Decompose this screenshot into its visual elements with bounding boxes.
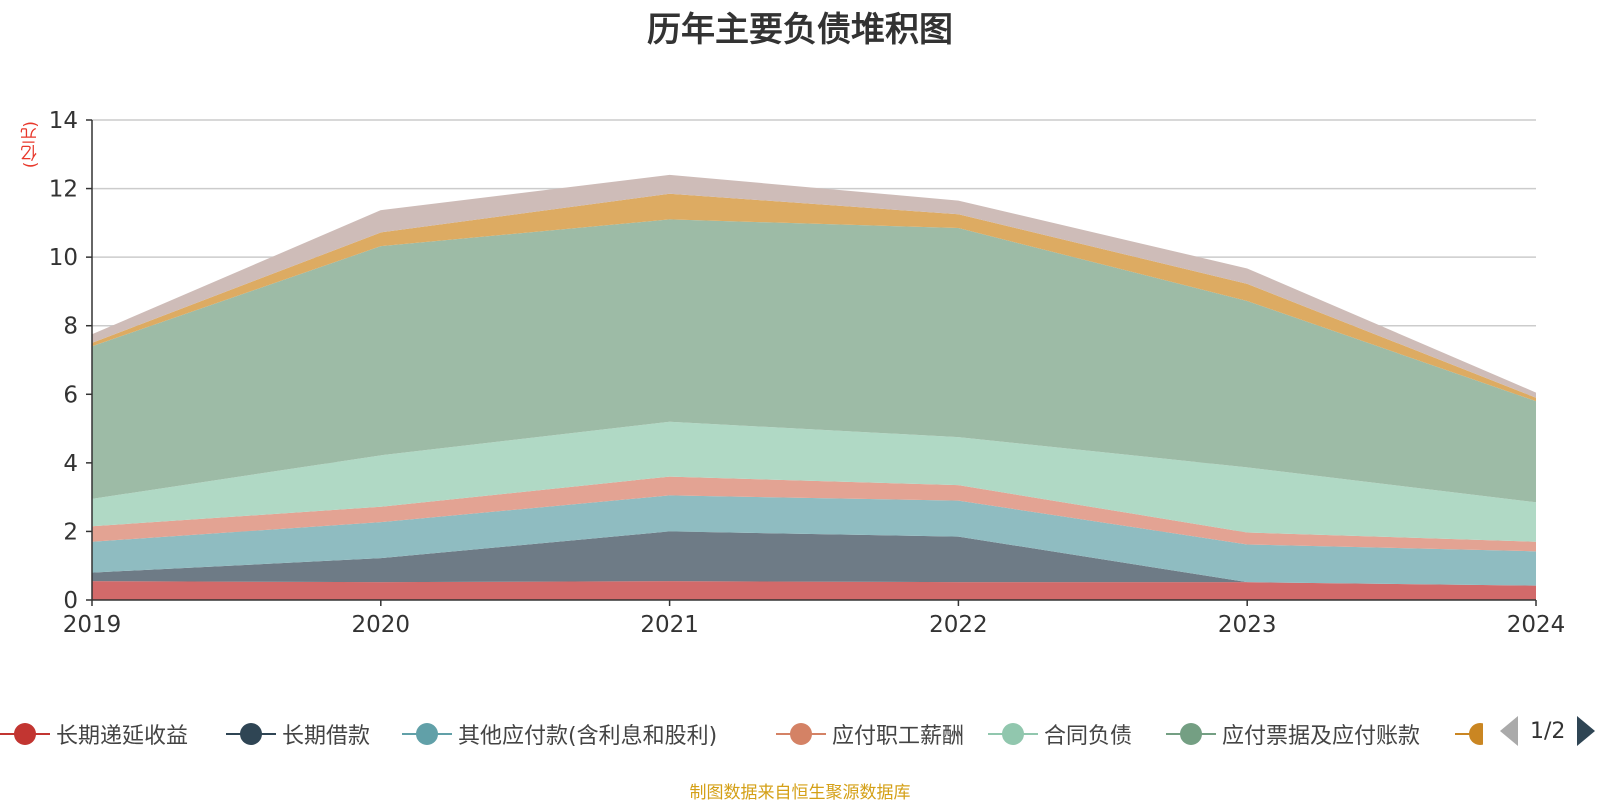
legend: 长期递延收益 长期借款 其他应付款(含利息和股利) 应付职工薪酬 合同负债 应付票据及应付… bbox=[0, 714, 1600, 754]
y-tick-label: 8 bbox=[63, 314, 78, 340]
legend-marker-icon bbox=[1166, 723, 1216, 745]
chart-title: 历年主要负债堆积图 bbox=[647, 10, 953, 50]
axes: 0 2 4 6 8 10 12 14 2019 2020 2021 2022 2023 2024 bbox=[49, 108, 1566, 638]
legend-label: 应付票据及应付账款 bbox=[1222, 724, 1421, 749]
legend-item[interactable] bbox=[1455, 714, 1483, 754]
legend-marker-icon bbox=[226, 723, 276, 745]
y-tick-label: 0 bbox=[63, 588, 78, 614]
legend-marker-icon bbox=[402, 723, 452, 745]
x-tick-label: 2024 bbox=[1507, 612, 1566, 638]
legend-label: 其他应付款(含利息和股利) bbox=[458, 724, 718, 749]
legend-item[interactable]: 长期借款 bbox=[226, 714, 370, 754]
legend-next-page-icon[interactable] bbox=[1577, 716, 1596, 746]
legend-marker-icon bbox=[988, 723, 1038, 745]
area-series-6 bbox=[92, 219, 1536, 503]
legend-label: 长期递延收益 bbox=[56, 724, 189, 749]
x-tick-label: 2020 bbox=[352, 612, 411, 638]
x-tick-label: 2021 bbox=[640, 612, 699, 638]
legend-item[interactable]: 其他应付款(含利息和股利) bbox=[402, 714, 717, 754]
area-series-5 bbox=[92, 421, 1536, 542]
area-series-7 bbox=[92, 193, 1536, 402]
legend-item[interactable]: 应付票据及应付账款 bbox=[1166, 714, 1420, 754]
legend-label: 应付职工薪酬 bbox=[832, 724, 965, 749]
legend-pager: 1/2 bbox=[1500, 716, 1596, 746]
y-tick-label: 10 bbox=[49, 245, 78, 271]
legend-label: 合同负债 bbox=[1044, 724, 1133, 749]
legend-prev-page-icon[interactable] bbox=[1500, 716, 1518, 746]
y-tick-label: 12 bbox=[49, 177, 78, 203]
legend-marker-icon bbox=[1455, 723, 1483, 745]
y-tick-label: 4 bbox=[63, 451, 78, 477]
legend-item[interactable]: 应付职工薪酬 bbox=[776, 714, 964, 754]
legend-marker-icon bbox=[776, 723, 826, 745]
area-series-3 bbox=[92, 495, 1536, 586]
y-tick-label: 14 bbox=[49, 108, 78, 134]
y-tick-label: 2 bbox=[63, 519, 78, 545]
x-tick-label: 2022 bbox=[929, 612, 988, 638]
legend-page-indicator: 1/2 bbox=[1530, 718, 1566, 744]
x-tick-label: 2023 bbox=[1218, 612, 1277, 638]
area-series bbox=[92, 174, 1536, 600]
y-tick-label: 6 bbox=[63, 382, 78, 408]
legend-label: 长期借款 bbox=[282, 724, 371, 749]
area-series-1 bbox=[92, 581, 1536, 600]
area-series-4 bbox=[92, 476, 1536, 552]
data-source-note: 制图数据来自恒生聚源数据库 bbox=[689, 783, 911, 803]
legend-item[interactable]: 长期递延收益 bbox=[0, 714, 188, 754]
legend-item[interactable]: 合同负债 bbox=[988, 714, 1132, 754]
legend-marker-icon bbox=[0, 723, 50, 745]
area-series-2 bbox=[92, 531, 1536, 586]
x-tick-label: 2019 bbox=[63, 612, 122, 638]
